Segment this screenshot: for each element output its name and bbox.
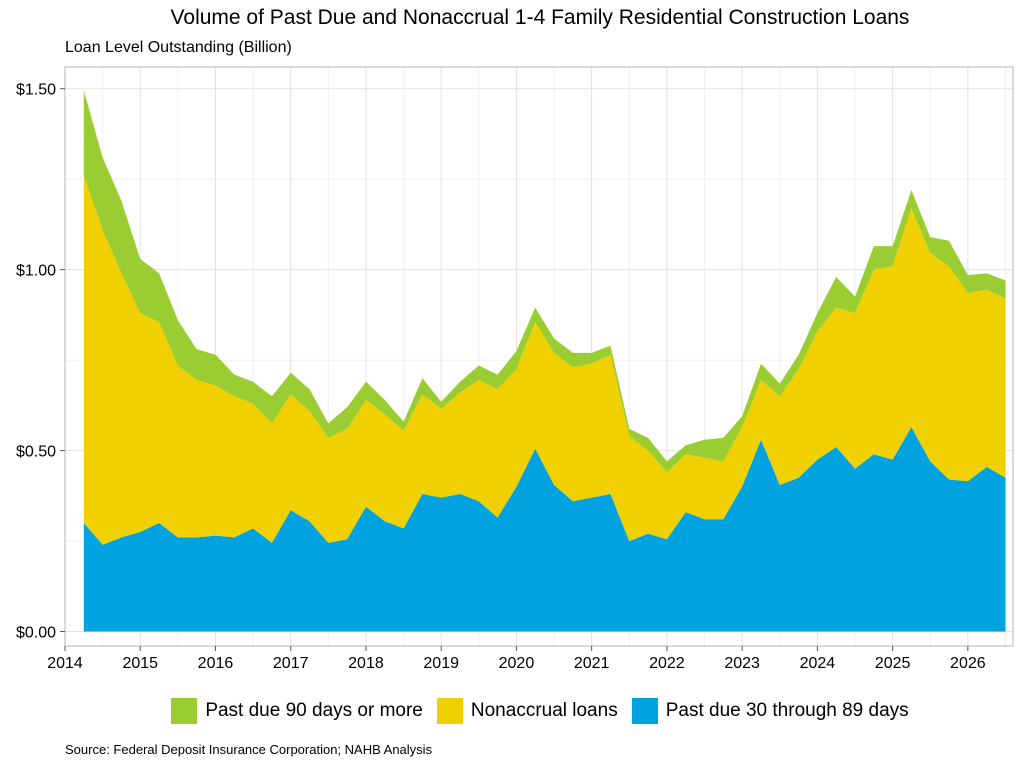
y-tick-label: $0.00 [16, 625, 56, 642]
area-past-due-30-through-89-days [83, 427, 1006, 632]
x-tick-label: 2025 [875, 655, 911, 672]
y-tick-label: $1.50 [16, 82, 56, 99]
x-tick-label: 2016 [198, 655, 234, 672]
legend-swatch-past-due-90 [171, 698, 198, 724]
x-tick-label: 2021 [574, 655, 610, 672]
y-tick-label: $0.50 [16, 444, 56, 461]
legend-label-past-due-30-89: Past due 30 through 89 days [665, 700, 909, 721]
legend-label-nonaccrual: Nonaccrual loans [470, 700, 618, 721]
x-tick-label: 2024 [800, 655, 836, 672]
x-tick-label: 2020 [499, 655, 535, 672]
legend: Past due 90 days or more Nonaccrual loan… [0, 698, 1024, 724]
x-tick-label: 2014 [47, 655, 83, 672]
legend-swatch-past-due-30-89 [631, 698, 658, 724]
chart-svg: $0.00 $0.50 $1.00 $1.50 2014 2015 2016 2017 2018… [16, 66, 1014, 672]
x-tick-label: 2015 [122, 655, 158, 672]
x-tick-label: 2026 [950, 655, 986, 672]
legend-item-past-due-90: Past due 90 days or more [171, 698, 423, 724]
legend-item-nonaccrual: Nonaccrual loans [436, 698, 618, 724]
x-tick-label: 2023 [724, 655, 760, 672]
chart-subtitle: Loan Level Outstanding (Billion) [65, 39, 292, 56]
chart-title: Volume of Past Due and Nonaccrual 1-4 Fa… [170, 6, 910, 29]
area-nonaccrual-loans [83, 175, 1006, 545]
legend-item-past-due-30-89: Past due 30 through 89 days [631, 698, 909, 724]
source-note: Source: Federal Deposit Insurance Corpor… [65, 742, 433, 757]
legend-label-past-due-90: Past due 90 days or more [205, 700, 423, 721]
x-tick-label: 2019 [423, 655, 459, 672]
x-tick-label: 2018 [348, 655, 384, 672]
plot-border [64, 66, 1014, 647]
y-tick-label: $1.00 [16, 263, 56, 280]
legend-swatch-nonaccrual [436, 698, 463, 724]
x-tick-label: 2022 [649, 655, 685, 672]
x-tick-label: 2017 [273, 655, 309, 672]
